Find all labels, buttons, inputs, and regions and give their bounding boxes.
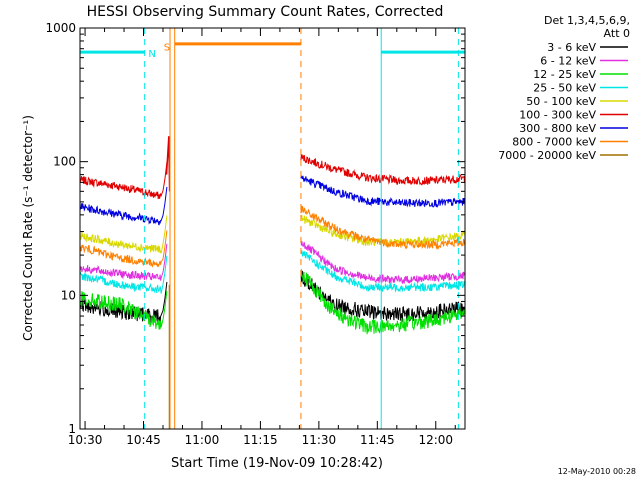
legend-label: 50 - 100 keV xyxy=(526,95,596,108)
series-line-post-6-12keV xyxy=(300,238,466,285)
legend-label: 7000 - 20000 keV xyxy=(498,149,596,162)
chart-title: HESSI Observing Summary Count Rates, Cor… xyxy=(87,4,444,20)
legend-label: 300 - 800 keV xyxy=(519,122,596,135)
series-line-pre-50-100keV xyxy=(79,215,168,254)
series-line-post-25-50keV xyxy=(300,250,466,293)
legend-header-line-1: Det 1,3,4,5,6,9, xyxy=(544,14,630,27)
x-tick-label: 10:30 xyxy=(68,433,103,447)
legend-label: 25 - 50 keV xyxy=(533,82,596,95)
annotation-S: S xyxy=(164,42,170,53)
series-line-pre-300-800keV xyxy=(79,186,168,226)
series-line-pre-25-50keV xyxy=(79,255,168,294)
y-tick-label: 100 xyxy=(53,155,76,169)
y-tick-label: 1000 xyxy=(45,21,76,35)
legend-label: 12 - 25 keV xyxy=(533,68,596,81)
legend-label: 800 - 7000 keV xyxy=(512,136,596,149)
legend-label: 100 - 300 keV xyxy=(519,109,596,122)
x-tick-label: 11:15 xyxy=(243,433,278,447)
x-tick-label: 11:00 xyxy=(185,433,220,447)
x-tick-label: 11:30 xyxy=(302,433,337,447)
series-line-pre-100-300keV xyxy=(79,162,168,200)
series-line-post-800-7000keV xyxy=(300,205,466,251)
y-tick-label: 1 xyxy=(68,422,76,436)
flare-spike xyxy=(165,136,171,192)
legend-label: 3 - 6 keV xyxy=(547,41,596,54)
series-line-post-100-300keV xyxy=(300,154,466,186)
series-line-pre-6-12keV xyxy=(79,243,168,281)
plot-frame xyxy=(79,27,466,430)
y-axis-label: Corrected Count Rate (s⁻¹ detector⁻¹) xyxy=(21,115,35,341)
x-axis-label: Start Time (19-Nov-09 10:28:42) xyxy=(171,456,383,471)
series-line-pre-800-7000keV xyxy=(80,230,168,268)
y-tick-label: 10 xyxy=(61,288,76,302)
x-tick-label: 10:45 xyxy=(126,433,161,447)
series-line-post-300-800keV xyxy=(300,174,466,209)
x-tick-label: 12:00 xyxy=(418,433,453,447)
axes: 10:30 10:45 11:00 11:15 11:30 11:45 12:00 1 10 10… xyxy=(45,21,465,447)
legend-header-line-2: Att 0 xyxy=(604,27,630,40)
series-line-pre-12-25keV xyxy=(79,290,168,330)
footer-timestamp: 12-May-2010 00:28 xyxy=(558,467,636,476)
annotation-N: N xyxy=(148,49,155,60)
series-line-post-12-25keV xyxy=(300,268,466,335)
x-tick-label: 11:45 xyxy=(360,433,395,447)
legend-label: 6 - 12 keV xyxy=(540,55,596,68)
